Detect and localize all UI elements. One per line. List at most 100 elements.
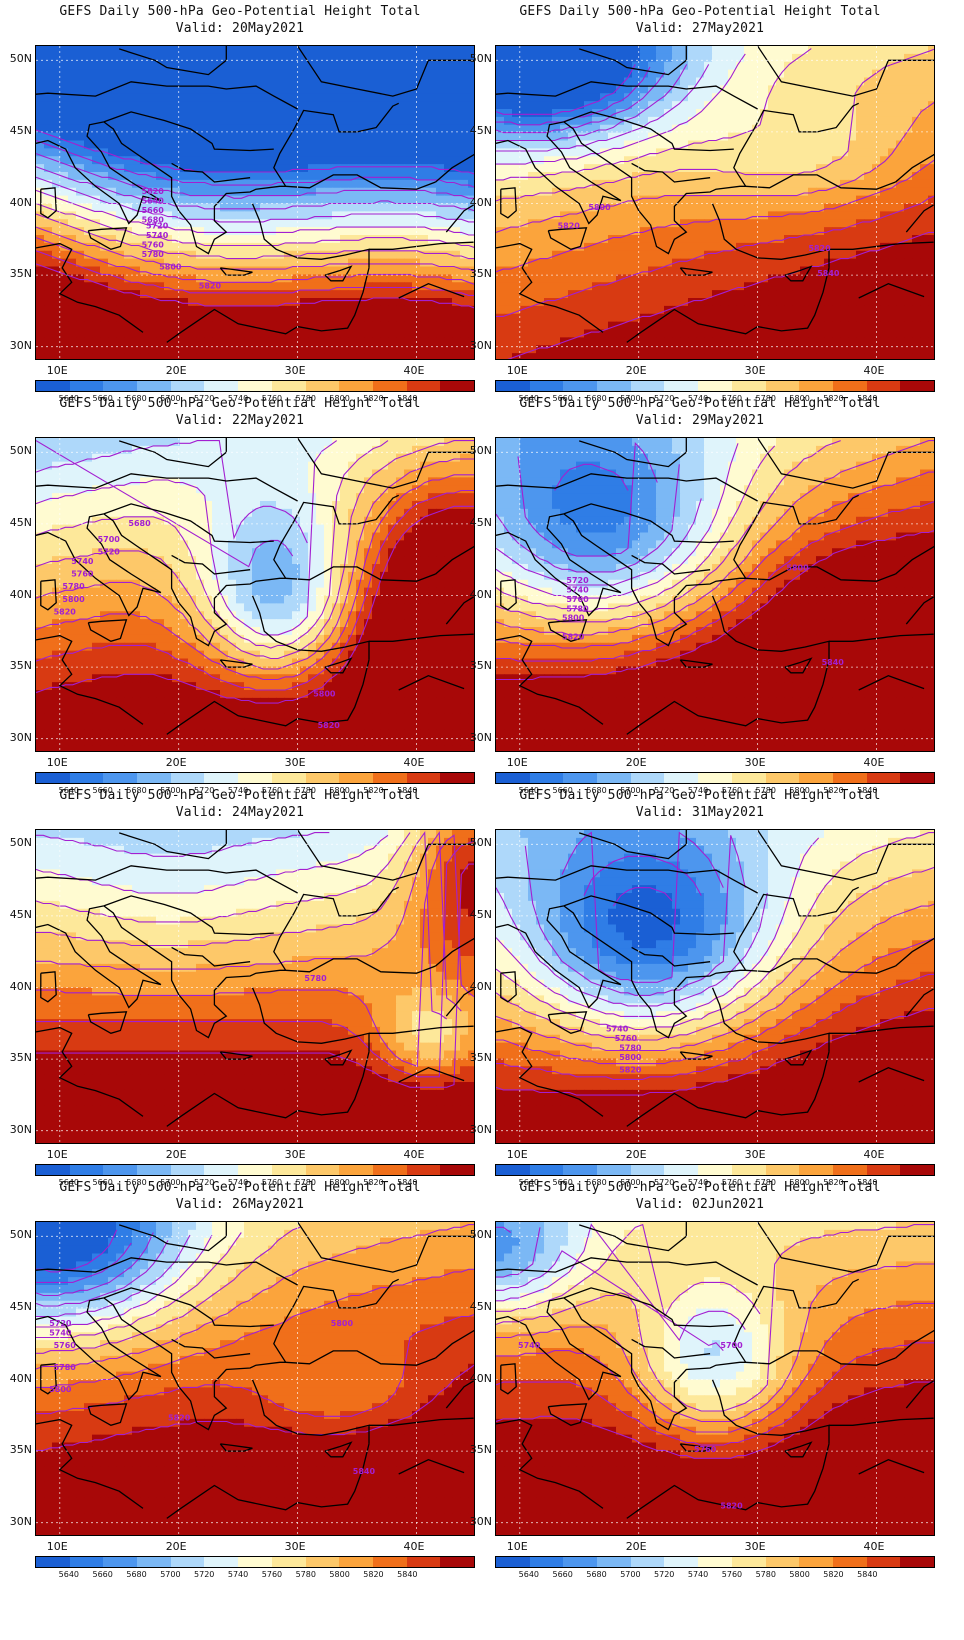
field-cell (552, 353, 561, 359)
field-cell (380, 53, 389, 63)
field-cell (60, 46, 69, 55)
field-cell (420, 61, 429, 71)
field-cell (848, 321, 857, 331)
field-cell (640, 77, 649, 86)
field-cell (680, 101, 689, 110)
field-cell (704, 77, 713, 86)
field-cell (512, 345, 521, 354)
field-cell (228, 227, 237, 236)
field-cell (928, 195, 934, 205)
field-cell (584, 116, 593, 126)
field-cell (60, 101, 69, 110)
field-cell (444, 337, 453, 346)
field-cell (504, 290, 513, 299)
field-cell (436, 258, 445, 268)
field-cell (212, 69, 221, 79)
field-cell (284, 469, 293, 478)
field-cell (332, 290, 341, 299)
field-cell (640, 290, 649, 299)
colorbar-label: 5760 (261, 394, 283, 403)
field-cell (696, 179, 705, 189)
field-cell (348, 116, 357, 126)
longitude-label: 40E (863, 364, 885, 377)
field-cell (196, 485, 205, 494)
field-cell (340, 337, 349, 346)
field-cell (800, 116, 809, 126)
field-cell (504, 203, 513, 212)
field-cell (412, 61, 421, 71)
field-cell (840, 353, 849, 359)
field-cell (608, 321, 617, 331)
field-cell (888, 124, 897, 134)
field-cell (332, 132, 341, 142)
height-contour (496, 195, 934, 317)
field-cell (808, 109, 817, 118)
field-cell (616, 69, 625, 79)
field-cell (648, 69, 657, 79)
field-cell (648, 148, 657, 157)
field-cell (116, 345, 125, 354)
field-cell (856, 195, 865, 205)
field-cell (528, 313, 537, 323)
field-cell (196, 453, 205, 463)
field-cell (260, 485, 269, 494)
field-cell (380, 337, 389, 346)
field-cell (100, 282, 109, 291)
field-cell (624, 77, 633, 86)
field-cell (832, 109, 841, 118)
field-cell (140, 203, 149, 212)
field-cell (640, 345, 649, 354)
field-cell (92, 85, 101, 94)
field-cell (252, 266, 261, 275)
field-cell (60, 250, 69, 260)
field-cell (308, 266, 317, 275)
field-cell (356, 274, 365, 283)
field-cell (212, 242, 221, 252)
field-cell (816, 345, 825, 354)
field-cell (912, 203, 921, 212)
field-cell (332, 329, 341, 338)
field-cell (380, 187, 389, 197)
field-cell (896, 298, 905, 307)
field-cell (388, 235, 397, 244)
field-cell (760, 305, 769, 315)
field-cell (244, 485, 253, 494)
field-cell (404, 164, 413, 173)
field-cell (76, 93, 85, 102)
field-cell (148, 124, 157, 134)
field-cell (164, 140, 173, 149)
field-cell (468, 235, 474, 244)
field-cell (332, 148, 341, 157)
field-cell (696, 132, 705, 142)
field-cell (496, 172, 505, 181)
field-cell (300, 266, 309, 275)
field-cell (888, 345, 897, 354)
field-cell (808, 61, 817, 71)
field-cell (680, 313, 689, 323)
field-cell (680, 321, 689, 331)
field-cell (116, 61, 125, 71)
field-cell (44, 305, 53, 315)
coastline (745, 174, 896, 190)
field-cell (44, 195, 53, 205)
field-cell (372, 290, 381, 299)
field-cell (800, 298, 809, 307)
field-cell (60, 493, 69, 502)
field-cell (784, 179, 793, 189)
field-cell (560, 219, 569, 228)
field-cell (164, 227, 173, 236)
field-cell (928, 313, 934, 323)
field-cell (68, 321, 77, 331)
field-cell (912, 227, 921, 236)
field-cell (784, 305, 793, 315)
field-cell (444, 266, 453, 275)
field-cell (300, 109, 309, 118)
field-cell (544, 345, 553, 354)
field-cell (340, 46, 349, 55)
field-cell (544, 329, 553, 338)
field-cell (436, 85, 445, 94)
field-cell (52, 274, 61, 283)
field-cell (680, 109, 689, 118)
field-cell (736, 93, 745, 102)
longitude-label: 20E (165, 364, 187, 377)
